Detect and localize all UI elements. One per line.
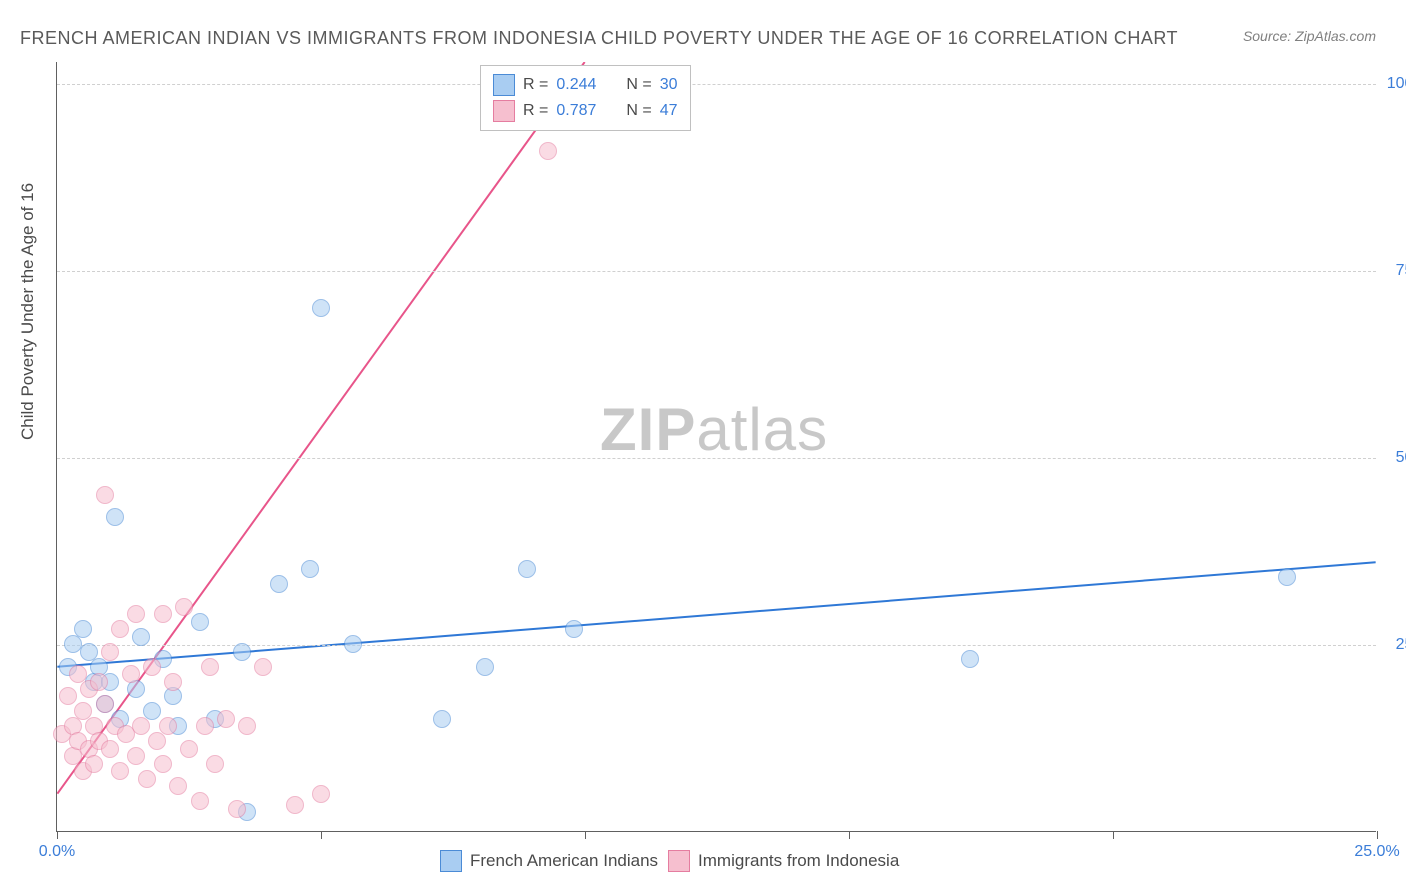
- data-point: [191, 613, 209, 631]
- data-point: [433, 710, 451, 728]
- data-point: [233, 643, 251, 661]
- data-point: [148, 732, 166, 750]
- data-point: [1278, 568, 1296, 586]
- data-point: [101, 643, 119, 661]
- data-point: [159, 717, 177, 735]
- legend-swatch: [440, 850, 462, 872]
- data-point: [217, 710, 235, 728]
- data-point: [90, 673, 108, 691]
- data-point: [96, 486, 114, 504]
- data-point: [539, 142, 557, 160]
- gridline-horizontal: [57, 458, 1376, 459]
- data-point: [154, 605, 172, 623]
- x-tick: [57, 831, 58, 839]
- data-point: [85, 755, 103, 773]
- legend-n-value: 30: [660, 76, 678, 94]
- x-tick: [585, 831, 586, 839]
- data-point: [565, 620, 583, 638]
- data-point: [59, 687, 77, 705]
- legend-series-item: French American Indians: [440, 850, 658, 872]
- series-legend: French American Indians Immigrants from I…: [440, 850, 899, 872]
- data-point: [106, 508, 124, 526]
- trend-line: [57, 562, 1375, 667]
- data-point: [238, 717, 256, 735]
- data-point: [196, 717, 214, 735]
- data-point: [270, 575, 288, 593]
- data-point: [164, 673, 182, 691]
- legend-r-label: R =: [523, 76, 548, 94]
- data-point: [180, 740, 198, 758]
- data-point: [201, 658, 219, 676]
- legend-n-value: 47: [660, 102, 678, 120]
- data-point: [111, 762, 129, 780]
- y-axis-label: Child Poverty Under the Age of 16: [18, 183, 38, 440]
- data-point: [312, 785, 330, 803]
- x-tick: [1377, 831, 1378, 839]
- legend-swatch: [668, 850, 690, 872]
- legend-swatch: [493, 74, 515, 96]
- data-point: [154, 755, 172, 773]
- x-tick-label: 25.0%: [1354, 843, 1399, 861]
- data-point: [476, 658, 494, 676]
- y-tick-label: 75.0%: [1396, 262, 1406, 280]
- data-point: [101, 740, 119, 758]
- y-tick-label: 50.0%: [1396, 449, 1406, 467]
- legend-swatch: [493, 100, 515, 122]
- data-point: [191, 792, 209, 810]
- gridline-horizontal: [57, 271, 1376, 272]
- legend-series-label: French American Indians: [470, 851, 658, 871]
- y-tick-label: 25.0%: [1396, 636, 1406, 654]
- data-point: [127, 747, 145, 765]
- data-point: [344, 635, 362, 653]
- gridline-horizontal: [57, 84, 1376, 85]
- data-point: [206, 755, 224, 773]
- source-attribution: Source: ZipAtlas.com: [1243, 28, 1376, 44]
- x-tick: [1113, 831, 1114, 839]
- legend-n-label: N =: [626, 102, 651, 120]
- data-point: [254, 658, 272, 676]
- legend-row: R = 0.787 N = 47: [493, 98, 678, 124]
- plot-area: 25.0%50.0%75.0%100.0%0.0%25.0%: [56, 62, 1376, 832]
- legend-r-value: 0.244: [556, 76, 596, 94]
- legend-series-item: Immigrants from Indonesia: [668, 850, 899, 872]
- legend-row: R = 0.244 N = 30: [493, 72, 678, 98]
- legend-series-label: Immigrants from Indonesia: [698, 851, 899, 871]
- x-tick-label: 0.0%: [39, 843, 75, 861]
- trend-lines-svg: [57, 62, 1376, 831]
- correlation-legend: R = 0.244 N = 30 R = 0.787 N = 47: [480, 65, 691, 131]
- y-tick-label: 100.0%: [1387, 75, 1406, 93]
- data-point: [175, 598, 193, 616]
- data-point: [138, 770, 156, 788]
- data-point: [127, 605, 145, 623]
- x-tick: [849, 831, 850, 839]
- gridline-horizontal: [57, 645, 1376, 646]
- data-point: [111, 620, 129, 638]
- data-point: [286, 796, 304, 814]
- data-point: [96, 695, 114, 713]
- data-point: [169, 777, 187, 795]
- chart-title: FRENCH AMERICAN INDIAN VS IMMIGRANTS FRO…: [20, 28, 1178, 49]
- legend-r-label: R =: [523, 102, 548, 120]
- legend-r-value: 0.787: [556, 102, 596, 120]
- chart-container: FRENCH AMERICAN INDIAN VS IMMIGRANTS FRO…: [0, 0, 1406, 892]
- data-point: [518, 560, 536, 578]
- data-point: [143, 658, 161, 676]
- legend-n-label: N =: [626, 76, 651, 94]
- data-point: [132, 628, 150, 646]
- x-tick: [321, 831, 322, 839]
- data-point: [301, 560, 319, 578]
- data-point: [74, 620, 92, 638]
- data-point: [961, 650, 979, 668]
- data-point: [228, 800, 246, 818]
- data-point: [312, 299, 330, 317]
- data-point: [132, 717, 150, 735]
- data-point: [122, 665, 140, 683]
